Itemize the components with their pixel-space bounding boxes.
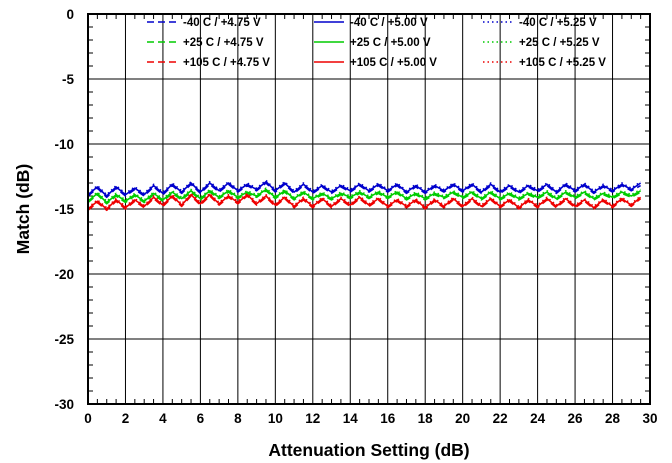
y-tick-label: -10 — [54, 137, 74, 152]
y-tick-label: -25 — [54, 332, 74, 347]
series-line — [87, 192, 642, 209]
x-tick-label: 2 — [122, 411, 130, 426]
y-axis-title: Match (dB) — [13, 164, 33, 254]
x-tick-label: 10 — [268, 411, 283, 426]
y-tick-label: -20 — [54, 267, 74, 282]
x-tick-label: 22 — [493, 411, 508, 426]
legend-label: +105 C / +4.75 V — [183, 57, 270, 69]
y-tick-label: -15 — [54, 202, 74, 217]
x-tick-label: 28 — [605, 411, 621, 426]
series-line — [87, 190, 641, 205]
y-tick-label: 0 — [66, 7, 74, 22]
x-tick-label: 24 — [530, 411, 546, 426]
x-tick-labels: 0 2 4 6 8 10 12 14 16 18 20 22 24 26 28 30 — [84, 411, 657, 426]
legend-label: +25 C / +4.75 V — [183, 37, 264, 49]
y-tick-label: -30 — [54, 397, 74, 412]
x-tick-label: 12 — [305, 411, 320, 426]
legend: -40 C / +4.75 V -40 C / +5.00 V -40 C / +5… — [147, 17, 606, 69]
legend-label: +25 C / +5.25 V — [519, 37, 600, 49]
series-layer — [87, 179, 642, 212]
series-line — [87, 195, 642, 212]
x-tick-label: 6 — [197, 411, 205, 426]
legend-label: -40 C / +4.75 V — [183, 17, 261, 29]
series-line — [87, 182, 641, 199]
x-tick-label: 26 — [568, 411, 584, 426]
series-line — [87, 180, 642, 197]
legend-label: +105 C / +5.25 V — [519, 57, 606, 69]
series-line — [87, 187, 641, 202]
x-tick-label: 8 — [234, 411, 242, 426]
series-line — [87, 193, 642, 210]
legend-label: -40 C / +5.00 V — [350, 17, 428, 29]
x-tick-label: 0 — [84, 411, 92, 426]
grid-lines — [88, 14, 650, 404]
x-axis-title: Attenuation Setting (dB) — [268, 440, 469, 460]
x-tick-label: 14 — [343, 411, 359, 426]
legend-label: +105 C / +5.00 V — [350, 57, 437, 69]
y-tick-labels: 0 -5 -10 -15 -20 -25 -30 — [54, 7, 74, 412]
x-tick-label: 20 — [455, 411, 470, 426]
plot-frame — [87, 13, 651, 405]
x-tick-label: 30 — [642, 411, 657, 426]
series-line — [87, 179, 642, 196]
legend-label: +25 C / +5.00 V — [350, 37, 431, 49]
legend-label: -40 C / +5.25 V — [519, 17, 597, 29]
x-tick-label: 4 — [159, 411, 167, 426]
series-line — [87, 188, 641, 204]
x-tick-label: 16 — [380, 411, 396, 426]
x-tick-label: 18 — [418, 411, 434, 426]
y-tick-label: -5 — [62, 72, 74, 87]
